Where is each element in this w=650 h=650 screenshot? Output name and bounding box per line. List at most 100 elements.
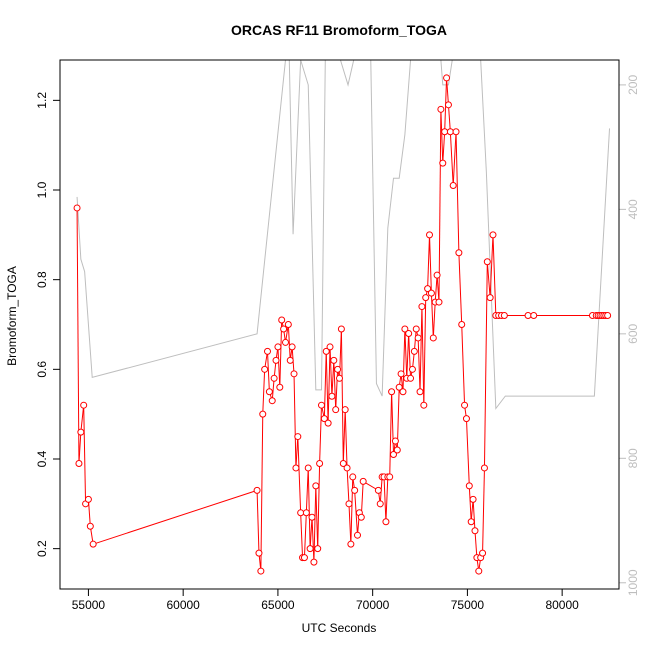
series-segment — [342, 409, 346, 464]
data-point — [286, 356, 294, 364]
data-point — [407, 374, 415, 382]
series-segment — [331, 360, 335, 397]
series-segment — [427, 234, 431, 289]
data-point — [435, 298, 443, 306]
x-tick-label: 75000 — [451, 598, 485, 612]
data-point — [455, 249, 463, 257]
series-segment — [447, 104, 451, 132]
series-segment — [266, 351, 270, 392]
data-point — [268, 397, 276, 405]
data-point — [604, 312, 612, 320]
y2-tick-label: 200 — [626, 75, 640, 95]
y-tick-label: 1.0 — [35, 181, 49, 198]
series-segment — [317, 463, 321, 549]
series-segment — [474, 530, 478, 558]
data-point — [328, 392, 336, 400]
series-segment — [329, 346, 333, 397]
data-point — [467, 518, 475, 526]
y-axis-title: Bromoform_TOGA — [5, 266, 19, 366]
series-segment — [313, 485, 317, 563]
gray-series-layer — [76, 59, 611, 410]
data-point — [397, 370, 405, 378]
series-segment — [449, 131, 454, 186]
series-segment — [468, 485, 472, 522]
data-point — [489, 231, 497, 239]
x-tick-label: 70000 — [356, 598, 390, 612]
y2-tick-label: 600 — [626, 324, 640, 344]
data-point — [354, 531, 362, 539]
data-point — [317, 401, 325, 409]
data-point — [306, 545, 314, 553]
data-point — [461, 401, 469, 409]
data-point — [270, 374, 278, 382]
series-segment — [455, 131, 460, 253]
series-segment — [452, 131, 457, 186]
data-point — [395, 383, 403, 391]
data-point — [330, 356, 338, 364]
y2-tick-label: 800 — [626, 448, 640, 468]
series-segment — [404, 328, 408, 379]
data-point — [446, 128, 454, 136]
data-point — [410, 347, 418, 355]
series-segment — [327, 346, 331, 424]
series-segment — [421, 306, 425, 406]
chart-title: ORCAS RF11 Bromoform_TOGA — [231, 22, 447, 38]
data-point — [272, 356, 280, 364]
data-point — [426, 231, 434, 239]
series-segment — [402, 328, 406, 392]
series-segment — [277, 346, 281, 388]
data-point — [334, 365, 342, 373]
series-segment — [83, 405, 87, 504]
data-point — [261, 365, 269, 373]
data-point — [405, 329, 413, 337]
series-segment — [417, 337, 421, 392]
data-point — [351, 486, 359, 494]
series-segment — [442, 131, 446, 164]
data-point — [302, 509, 310, 517]
x-axis-title: UTC Seconds — [302, 621, 377, 635]
data-point — [263, 347, 271, 355]
series-segment — [297, 436, 302, 513]
data-point — [420, 401, 428, 409]
series-segment — [406, 333, 410, 379]
series-segment — [434, 275, 438, 303]
data-point — [471, 527, 479, 535]
data-point — [314, 545, 322, 553]
data-point — [441, 128, 449, 136]
data-point — [462, 415, 470, 423]
data-point — [290, 370, 298, 378]
gray-series-line — [76, 59, 611, 410]
series-segment — [307, 467, 311, 549]
data-point — [439, 159, 447, 167]
data-point — [320, 415, 328, 423]
series-segment — [492, 234, 497, 316]
data-point — [401, 325, 409, 333]
data-point — [433, 271, 441, 279]
series-segment — [432, 302, 436, 338]
data-point — [75, 459, 83, 467]
data-point — [255, 549, 263, 557]
x-tick-label: 60000 — [166, 598, 200, 612]
data-point — [376, 500, 384, 508]
data-point — [288, 343, 296, 351]
data-point — [427, 289, 435, 297]
data-point — [308, 513, 316, 521]
data-point — [479, 549, 487, 557]
data-point — [274, 343, 282, 351]
data-point — [444, 101, 452, 109]
data-point — [374, 486, 382, 494]
data-point — [259, 410, 267, 418]
y-tick-label: 1.2 — [35, 92, 49, 109]
data-point — [284, 321, 292, 328]
series-segment — [470, 499, 474, 522]
data-point — [257, 567, 265, 575]
series-segment — [309, 517, 313, 549]
y2-tick-label: 1000 — [626, 569, 640, 596]
series-segment — [440, 109, 444, 164]
series-segment — [385, 476, 389, 522]
series-segment — [413, 328, 417, 352]
series-segment — [271, 378, 275, 401]
series-segment — [348, 503, 352, 545]
data-point — [86, 522, 94, 530]
series-segment — [438, 109, 442, 303]
